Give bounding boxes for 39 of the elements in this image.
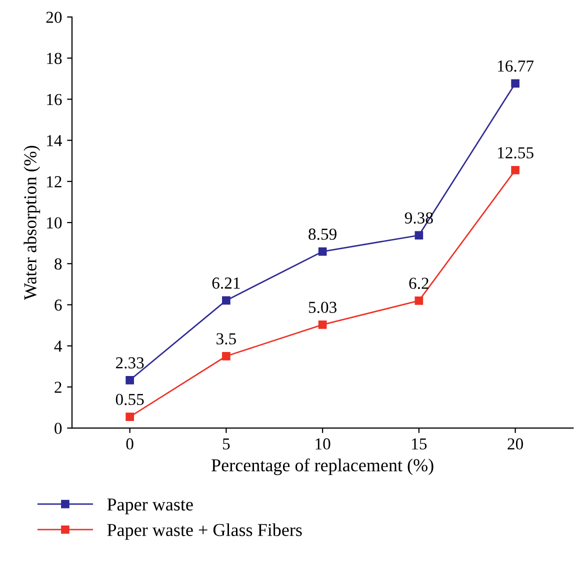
y-tick-label: 20 — [46, 12, 62, 23]
y-tick-label: 18 — [47, 52, 62, 64]
data-label: 0.55 — [116, 394, 144, 406]
x-tick-label: 15 — [412, 438, 427, 450]
data-label: 12.55 — [498, 147, 534, 158]
x-tick-label: 10 — [316, 438, 330, 450]
data-label: 16.77 — [498, 60, 534, 72]
y-tick-label: 8 — [54, 258, 62, 270]
point — [126, 412, 134, 421]
point — [222, 352, 230, 360]
x-axis-title: Percentage of replacement (%) — [212, 458, 434, 476]
y-tick-label: 6 — [54, 300, 62, 311]
point — [318, 320, 327, 329]
point — [414, 231, 424, 240]
y-tick-label: 12 — [47, 176, 62, 188]
point — [126, 376, 134, 384]
point — [318, 247, 327, 256]
x-tick-label: 20 — [508, 438, 523, 450]
x-tick-label: 0 — [126, 438, 134, 450]
y-tick-label: 4 — [54, 340, 62, 352]
data-label: 2.33 — [116, 357, 144, 369]
point — [222, 296, 230, 305]
data-label: 3.5 — [216, 333, 236, 344]
y-tick-label: 2 — [54, 382, 62, 393]
point — [414, 296, 424, 305]
y-tick-label: 16 — [47, 94, 62, 106]
data-label: 5.03 — [308, 302, 336, 314]
y-axis-title: Water absorption (%) — [24, 146, 40, 300]
data-label: 8.59 — [308, 228, 336, 240]
point — [511, 166, 520, 174]
legend-label: Paper waste — [107, 498, 193, 514]
point — [511, 79, 520, 88]
y-tick-label: 10 — [47, 217, 62, 228]
y-tick-label: 0 — [54, 422, 62, 434]
data-label: 6.21 — [212, 278, 240, 289]
x-tick-label: 5 — [222, 438, 230, 450]
data-label: 6.2 — [409, 278, 428, 290]
legend-label: Paper waste + Glass Fibers — [107, 523, 302, 540]
y-tick-label: 14 — [47, 135, 62, 146]
